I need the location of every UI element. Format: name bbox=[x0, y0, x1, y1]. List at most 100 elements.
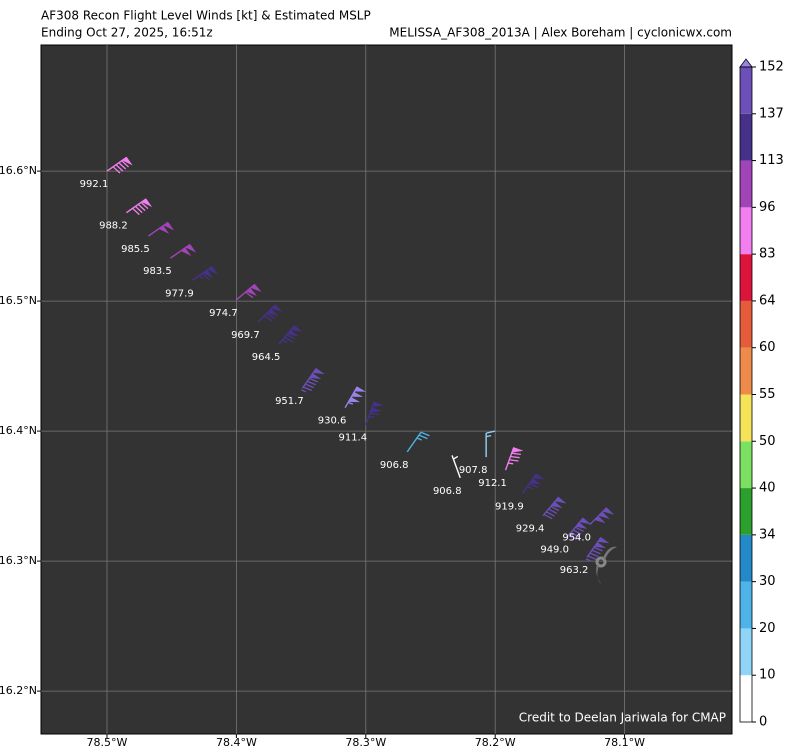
map-area bbox=[40, 44, 733, 735]
wind-barb bbox=[504, 447, 524, 471]
mslp-label: 983.5 bbox=[143, 266, 172, 277]
barb-half-feather bbox=[526, 485, 533, 490]
barb-feather bbox=[568, 534, 578, 541]
x-tick-label: 78.5°W bbox=[87, 736, 128, 749]
mslp-label: 906.8 bbox=[433, 486, 462, 497]
barb-feather bbox=[121, 160, 129, 168]
y-tick-label: 16.5°N bbox=[0, 294, 37, 307]
colorbar-tick-label: 113 bbox=[759, 153, 784, 168]
barb-feather bbox=[201, 272, 210, 281]
colorbar-segment bbox=[740, 534, 752, 582]
y-tick-label: 16.2°N bbox=[0, 684, 37, 697]
mslp-label: 988.2 bbox=[99, 221, 128, 232]
barb-pennant bbox=[550, 501, 563, 509]
barb-half-feather bbox=[508, 462, 514, 465]
colorbar: 0 10 20 30 34 40 50 55 60 64 83 96 113 137 152 bbox=[739, 58, 784, 730]
wind-barb bbox=[521, 473, 545, 494]
colorbar-tick-label: 55 bbox=[759, 387, 776, 402]
barb-pennant bbox=[312, 368, 325, 375]
barb-feather bbox=[305, 383, 315, 389]
barb-feather bbox=[140, 201, 149, 210]
barb-half-feather bbox=[300, 389, 307, 393]
barb-feather bbox=[245, 291, 254, 299]
barb-feather bbox=[309, 377, 319, 383]
colorbar-tick-label: 30 bbox=[759, 574, 776, 589]
mslp-label: 912.1 bbox=[478, 478, 507, 489]
barb-pennant bbox=[163, 221, 175, 231]
mslp-label: 985.5 bbox=[121, 244, 150, 255]
barb-feather bbox=[264, 315, 273, 322]
barb-feather bbox=[587, 555, 597, 561]
colorbar-tick-label: 83 bbox=[759, 247, 776, 262]
barb-half-feather bbox=[486, 434, 492, 438]
wind-barb bbox=[406, 431, 430, 453]
colorbar-segment bbox=[740, 394, 752, 442]
barb-pennant bbox=[354, 386, 367, 392]
mslp-label: 919.9 bbox=[495, 502, 524, 513]
barb-feather bbox=[266, 312, 276, 319]
barb-pennant bbox=[554, 496, 567, 504]
mslp-label: 949.0 bbox=[540, 544, 569, 555]
barb-half-feather bbox=[198, 274, 204, 280]
wind-barb bbox=[257, 304, 283, 323]
barb-pennant bbox=[594, 515, 606, 524]
mslp-label: 977.9 bbox=[165, 288, 194, 299]
wind-barb bbox=[542, 496, 567, 520]
colorbar-tick-label: 34 bbox=[759, 527, 776, 542]
credit: Credit to Deelan Jariwala for CMAP bbox=[519, 711, 726, 725]
colorbar-segment bbox=[740, 160, 752, 208]
barb-feather bbox=[303, 386, 313, 392]
colorbar-tick-label: 137 bbox=[759, 106, 784, 121]
barb-feather bbox=[137, 203, 146, 212]
colorbar-segment bbox=[740, 254, 752, 301]
colorbar-segment bbox=[740, 113, 752, 161]
barb-feather bbox=[575, 526, 584, 533]
barb-pennant bbox=[598, 511, 610, 519]
barb-half-feather bbox=[347, 401, 354, 405]
wind-barb bbox=[235, 283, 262, 301]
colorbar-tick-label: 96 bbox=[759, 200, 776, 215]
barb-pennant bbox=[575, 522, 588, 529]
mslp-label: 929.4 bbox=[516, 524, 545, 535]
colorbar-tick-label: 0 bbox=[759, 715, 767, 730]
barb-pennant bbox=[369, 407, 382, 413]
barb-feather bbox=[418, 434, 428, 440]
wind-barb bbox=[365, 401, 384, 425]
wind-barb bbox=[567, 517, 592, 541]
barb-feather bbox=[284, 336, 294, 343]
colorbar-tick-label: 64 bbox=[759, 293, 776, 308]
barb-feather bbox=[511, 452, 521, 456]
subtitle: Ending Oct 27, 2025, 16:51z bbox=[41, 26, 213, 40]
mslp-label: 969.7 bbox=[231, 330, 260, 341]
colorbar-segment bbox=[740, 300, 752, 348]
colorbar-segment bbox=[740, 67, 752, 114]
wind-barb bbox=[169, 243, 197, 259]
colorbar-tick-label: 152 bbox=[759, 60, 784, 75]
storm-symbol bbox=[595, 546, 617, 584]
barb-pennant bbox=[141, 198, 153, 208]
barb-pennant bbox=[597, 537, 610, 544]
mslp-label: 911.4 bbox=[338, 433, 367, 444]
wind-barb bbox=[344, 386, 367, 409]
wind-barb bbox=[278, 325, 303, 345]
barb-pennant bbox=[121, 156, 133, 166]
wind-barb bbox=[148, 221, 175, 237]
barb-pennant bbox=[202, 269, 214, 279]
barb-pennant bbox=[185, 244, 197, 253]
barb-pennant bbox=[593, 542, 606, 549]
barb-feather bbox=[307, 380, 317, 386]
barb-pennant bbox=[250, 283, 262, 292]
mslp-label: 951.7 bbox=[275, 396, 304, 407]
y-tick-label: 16.4°N bbox=[0, 424, 37, 437]
barb-pennant bbox=[286, 329, 299, 337]
colorbar-extension bbox=[739, 58, 753, 68]
barb-pennant bbox=[579, 517, 592, 525]
colorbar-tick-label: 40 bbox=[759, 481, 776, 496]
barb-feather bbox=[112, 166, 121, 174]
barb-pennant bbox=[309, 373, 322, 380]
barb-feather bbox=[485, 430, 496, 434]
colorbar-segment bbox=[740, 207, 752, 255]
colorbar-tick-label: 50 bbox=[759, 434, 776, 449]
barb-feather bbox=[543, 513, 553, 520]
barb-pennant bbox=[290, 325, 303, 332]
